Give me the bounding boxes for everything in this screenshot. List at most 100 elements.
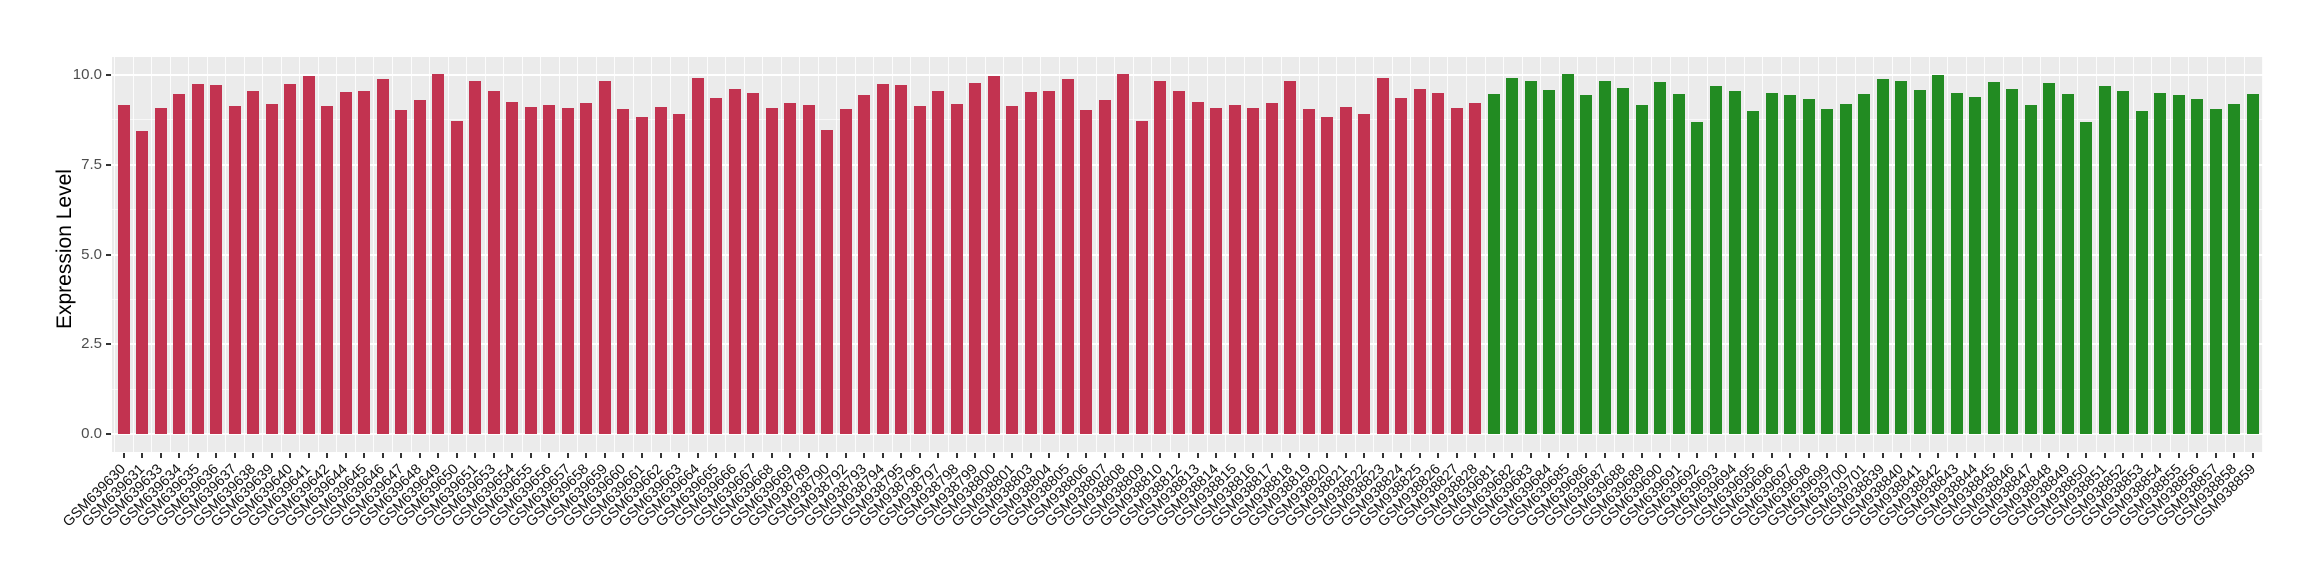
- bar: [136, 130, 149, 435]
- x-tick-mark: [752, 453, 755, 458]
- x-tick-mark: [1437, 453, 1440, 458]
- x-gridline: [392, 57, 393, 452]
- x-gridline: [1614, 57, 1616, 452]
- bar: [1413, 88, 1426, 435]
- x-gridline: [2243, 57, 2245, 452]
- x-gridline: [299, 57, 301, 452]
- x-gridline: [1077, 57, 1079, 452]
- x-gridline: [373, 57, 375, 452]
- x-tick-mark: [1529, 453, 1532, 458]
- bar: [2228, 104, 2241, 435]
- x-gridline: [725, 57, 727, 452]
- y-gridline-major: [112, 433, 2263, 436]
- bar: [247, 90, 260, 435]
- bar: [1839, 104, 1852, 435]
- x-tick-mark: [1196, 453, 1199, 458]
- x-tick-mark: [178, 453, 181, 458]
- bar: [691, 77, 704, 435]
- bar: [1802, 98, 1815, 435]
- x-gridline: [1132, 57, 1134, 452]
- bar: [1987, 81, 2000, 435]
- x-gridline: [1836, 57, 1838, 452]
- x-gridline: [1854, 57, 1856, 452]
- bar: [1728, 91, 1741, 435]
- bar: [913, 106, 926, 435]
- bar: [1061, 78, 1074, 435]
- x-tick-mark: [585, 453, 588, 458]
- x-tick-mark: [826, 453, 829, 458]
- x-tick-mark: [1900, 453, 1903, 458]
- x-gridline: [466, 57, 468, 452]
- bar: [932, 90, 945, 435]
- bar: [876, 83, 889, 435]
- bar: [1265, 102, 1278, 435]
- x-tick-mark: [1474, 453, 1477, 458]
- x-gridline: [1595, 57, 1597, 452]
- x-gridline: [1243, 57, 1245, 452]
- x-gridline: [577, 57, 579, 452]
- x-tick-mark: [659, 453, 662, 458]
- x-tick-mark: [1585, 453, 1588, 458]
- bar: [506, 102, 519, 435]
- bar: [1191, 101, 1204, 435]
- bar: [654, 106, 667, 435]
- x-gridline: [1169, 57, 1171, 452]
- x-gridline: [743, 57, 745, 452]
- bar: [395, 109, 408, 435]
- bar: [2172, 95, 2185, 435]
- x-tick-mark: [1622, 453, 1625, 458]
- x-tick-mark: [1363, 453, 1366, 458]
- y-tick-label: 0.0: [81, 425, 102, 443]
- x-tick-mark: [215, 453, 218, 458]
- bar: [1858, 93, 1871, 435]
- y-tick-label: 2.5: [81, 335, 102, 353]
- bar: [2043, 82, 2056, 435]
- x-tick-mark: [196, 453, 199, 458]
- x-gridline: [817, 57, 819, 452]
- x-tick-mark: [1177, 453, 1180, 458]
- x-tick-mark: [122, 453, 125, 458]
- x-gridline: [1780, 57, 1782, 452]
- x-tick-mark: [1048, 453, 1051, 458]
- x-gridline: [614, 57, 616, 452]
- bar: [284, 83, 297, 435]
- bar: [1302, 108, 1315, 435]
- bar: [635, 117, 648, 435]
- x-gridline: [1706, 57, 1708, 452]
- x-gridline: [1632, 57, 1634, 452]
- x-tick-mark: [344, 453, 347, 458]
- bar: [1358, 114, 1371, 435]
- x-tick-mark: [233, 453, 236, 458]
- bar: [839, 108, 852, 435]
- bar: [2098, 86, 2111, 435]
- x-gridline: [484, 57, 486, 452]
- y-gridline-minor: [112, 298, 2263, 300]
- x-gridline: [1891, 57, 1893, 452]
- y-tick-mark: [106, 253, 111, 256]
- x-tick-mark: [2066, 453, 2069, 458]
- bar: [228, 105, 241, 435]
- bar: [1469, 103, 1482, 435]
- y-gridline-major: [112, 343, 2263, 346]
- x-gridline: [1484, 57, 1486, 452]
- x-tick-mark: [1955, 453, 1958, 458]
- x-tick-mark: [640, 453, 643, 458]
- x-tick-mark: [770, 453, 773, 458]
- x-gridline: [2040, 57, 2042, 452]
- y-tick-label: 7.5: [81, 155, 102, 173]
- y-tick-mark: [106, 163, 111, 166]
- bar: [1117, 73, 1130, 435]
- bar: [1821, 108, 1834, 435]
- x-gridline: [1577, 57, 1579, 452]
- x-gridline: [910, 57, 912, 452]
- x-tick-mark: [437, 453, 440, 458]
- x-tick-mark: [159, 453, 162, 458]
- x-gridline: [1058, 57, 1060, 452]
- x-gridline: [966, 57, 968, 452]
- bar: [561, 107, 574, 435]
- bar: [191, 83, 204, 435]
- x-tick-mark: [715, 453, 718, 458]
- bar: [969, 83, 982, 435]
- x-tick-mark: [474, 453, 477, 458]
- x-tick-mark: [974, 453, 977, 458]
